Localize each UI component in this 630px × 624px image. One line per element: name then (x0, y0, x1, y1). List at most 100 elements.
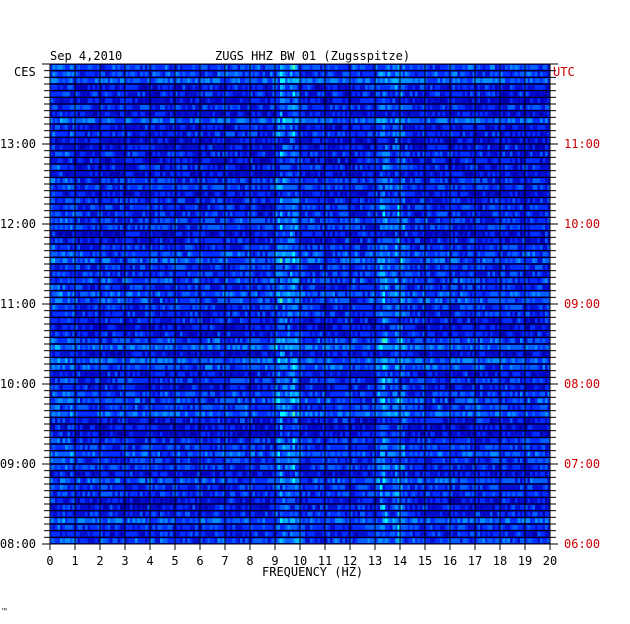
spectrogram-cell (535, 85, 538, 90)
spectrogram-cell (130, 178, 133, 183)
spectrogram-row (50, 238, 550, 243)
spectrogram-cell (312, 158, 315, 163)
spectrogram-cell (280, 98, 283, 103)
spectrogram-cell (312, 191, 315, 197)
spectrogram-cell (292, 118, 295, 123)
spectrogram-cell (115, 85, 118, 90)
spectrogram-cell (472, 71, 475, 77)
spectrogram-cell (167, 205, 170, 210)
spectrogram-cell (110, 145, 113, 150)
spectrogram-cell (185, 65, 188, 70)
spectrogram-cell (470, 85, 473, 90)
spectrogram-cell (252, 78, 255, 83)
spectrogram-cell (230, 211, 233, 217)
spectrogram-cell (260, 225, 263, 230)
spectrogram-cell (195, 158, 198, 163)
spectrogram-cell (452, 165, 455, 170)
spectrogram-cell (445, 158, 448, 163)
spectrogram-cell (377, 158, 380, 163)
spectrogram-cell (220, 171, 223, 177)
spectrogram-cell (337, 91, 340, 97)
spectrogram-cell (482, 65, 485, 70)
spectrogram-cell (87, 225, 90, 230)
spectrogram-cell (377, 151, 380, 157)
spectrogram-cell (82, 111, 85, 117)
spectrogram-cell (122, 218, 125, 223)
spectrogram-cell (95, 158, 98, 163)
spectrogram-cell (130, 131, 133, 137)
spectrogram-cell (67, 105, 70, 110)
spectrogram-cell (55, 111, 58, 117)
spectrogram-cell (325, 178, 328, 183)
spectrogram-cell (440, 85, 443, 90)
spectrogram-cell (357, 218, 360, 223)
spectrogram-cell (110, 98, 113, 103)
spectrogram-cell (177, 65, 180, 70)
spectrogram-cell (352, 205, 355, 210)
spectrogram-cell (152, 125, 155, 130)
spectrogram-cell (210, 65, 213, 70)
spectrogram-cell (162, 231, 165, 237)
spectrogram-cell (475, 171, 478, 177)
spectrogram-cell (465, 91, 468, 97)
spectrogram-cell (150, 185, 153, 190)
spectrogram-cell (217, 131, 220, 137)
spectrogram-cell (485, 211, 488, 217)
spectrogram-cell (90, 138, 93, 143)
spectrogram-cell (275, 105, 278, 110)
spectrogram-cell (407, 111, 410, 117)
spectrogram-cell (252, 185, 255, 190)
spectrogram-cell (70, 165, 73, 170)
spectrogram-cell (100, 85, 103, 90)
spectrogram-cell (170, 71, 173, 77)
spectrogram-cell (427, 191, 430, 197)
spectrogram-cell (447, 191, 450, 197)
spectrogram-cell (187, 145, 190, 150)
spectrogram-cell (112, 178, 115, 183)
spectrogram-cell (265, 78, 268, 83)
spectrogram-cell (422, 158, 425, 163)
spectrogram-cell (450, 158, 453, 163)
spectrogram-cell (497, 158, 500, 163)
spectrogram-cell (317, 198, 320, 203)
spectrogram-cell (87, 105, 90, 110)
spectrogram-cell (405, 71, 408, 77)
spectrogram-cell (495, 125, 498, 130)
spectrogram-cell (282, 231, 285, 237)
spectrogram-cell (542, 138, 545, 143)
spectrogram-cell (542, 118, 545, 123)
spectrogram-cell (187, 178, 190, 183)
spectrogram-cell (337, 78, 340, 83)
spectrogram-cell (110, 65, 113, 70)
spectrogram-cell (115, 231, 118, 237)
spectrogram-cell (417, 71, 420, 77)
spectrogram-cell (235, 145, 238, 150)
spectrogram-cell (190, 165, 193, 170)
spectrogram-cell (520, 105, 523, 110)
spectrogram-cell (115, 171, 118, 177)
spectrogram-cell (400, 105, 403, 110)
spectrogram-cell (167, 231, 170, 237)
spectrogram-row (50, 198, 550, 203)
spectrogram-cell (522, 138, 525, 143)
spectrogram-cell (380, 151, 383, 157)
spectrogram-cell (447, 171, 450, 177)
spectrogram-cell (352, 211, 355, 217)
spectrogram-cell (115, 165, 118, 170)
spectrogram-cell (145, 71, 148, 77)
spectrogram-cell (487, 78, 490, 83)
spectrogram-cell (60, 185, 63, 190)
spectrogram-cell (67, 198, 70, 203)
spectrogram-cell (280, 91, 283, 97)
spectrogram-cell (522, 105, 525, 110)
spectrogram-cell (332, 198, 335, 203)
spectrogram-cell (87, 65, 90, 70)
spectrogram-cell (380, 131, 383, 137)
spectrogram-cell (347, 191, 350, 197)
spectrogram-cell (532, 218, 535, 223)
spectrogram-cell (395, 171, 398, 177)
spectrogram-cell (320, 125, 323, 130)
spectrogram-cell (210, 151, 213, 157)
spectrogram-cell (92, 185, 95, 190)
spectrogram-cell (230, 145, 233, 150)
